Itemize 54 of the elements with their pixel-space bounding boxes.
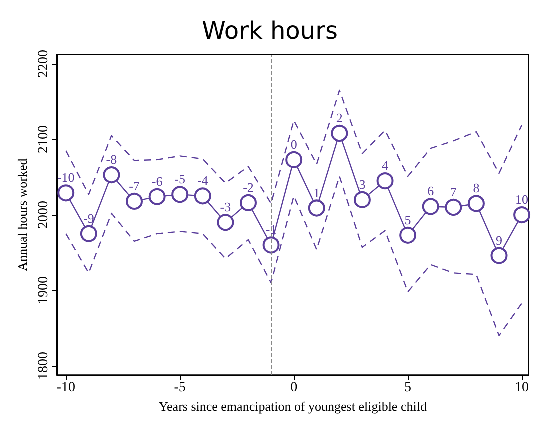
y-tick-label: 1800 <box>36 352 52 380</box>
point <box>331 125 348 142</box>
point <box>240 194 257 212</box>
point <box>262 236 280 254</box>
point <box>286 151 303 168</box>
point <box>490 247 508 264</box>
annotation: 5 <box>404 212 412 228</box>
y-tick-label: 1900 <box>36 276 52 305</box>
annotation: 10 <box>516 192 529 208</box>
annotation: -2 <box>243 180 254 195</box>
y-axis-title: Annual hours worked <box>15 158 30 272</box>
annotation: 6 <box>428 184 435 199</box>
x-tick-label: -10 <box>56 380 76 396</box>
x-tick-label: 5 <box>404 380 412 396</box>
y-tick-label: 2100 <box>36 126 52 154</box>
x-tick-label: -5 <box>174 380 186 396</box>
point <box>80 225 98 242</box>
annotation: -6 <box>152 174 164 189</box>
point <box>194 188 212 205</box>
point <box>422 198 440 216</box>
annotation: -3 <box>220 200 232 215</box>
point <box>148 188 166 206</box>
y-tick-label: 2200 <box>36 50 52 78</box>
point <box>126 192 144 210</box>
annotation: 3 <box>359 176 366 192</box>
point <box>172 186 189 204</box>
point <box>376 172 394 190</box>
point <box>468 195 485 212</box>
x-tick-label: 10 <box>515 380 530 396</box>
annotation: -8 <box>106 152 118 168</box>
point <box>217 214 234 232</box>
point <box>445 199 462 216</box>
y-tick-label: 2000 <box>36 201 52 230</box>
annotation: 0 <box>290 136 298 152</box>
annotation: 9 <box>496 232 502 248</box>
point <box>354 191 371 208</box>
point <box>514 206 531 224</box>
annotation: 1 <box>314 185 320 200</box>
x-axis-title: Years since emancipation of youngest eligible child <box>158 399 428 414</box>
annotation: 8 <box>473 180 480 196</box>
annotation: -10 <box>57 170 75 186</box>
point <box>308 200 326 217</box>
annotation: -5 <box>174 172 186 187</box>
point <box>103 166 120 184</box>
annotation: -9 <box>83 210 94 226</box>
annotation: -4 <box>197 173 209 188</box>
point <box>58 184 75 202</box>
annotation: 7 <box>450 184 458 200</box>
chart-title: Work hours <box>202 17 338 45</box>
point <box>400 226 417 244</box>
annotation: 4 <box>382 158 390 174</box>
x-tick-label: 0 <box>290 380 298 396</box>
annotation: 2 <box>336 110 343 126</box>
annotation: -7 <box>129 178 140 194</box>
